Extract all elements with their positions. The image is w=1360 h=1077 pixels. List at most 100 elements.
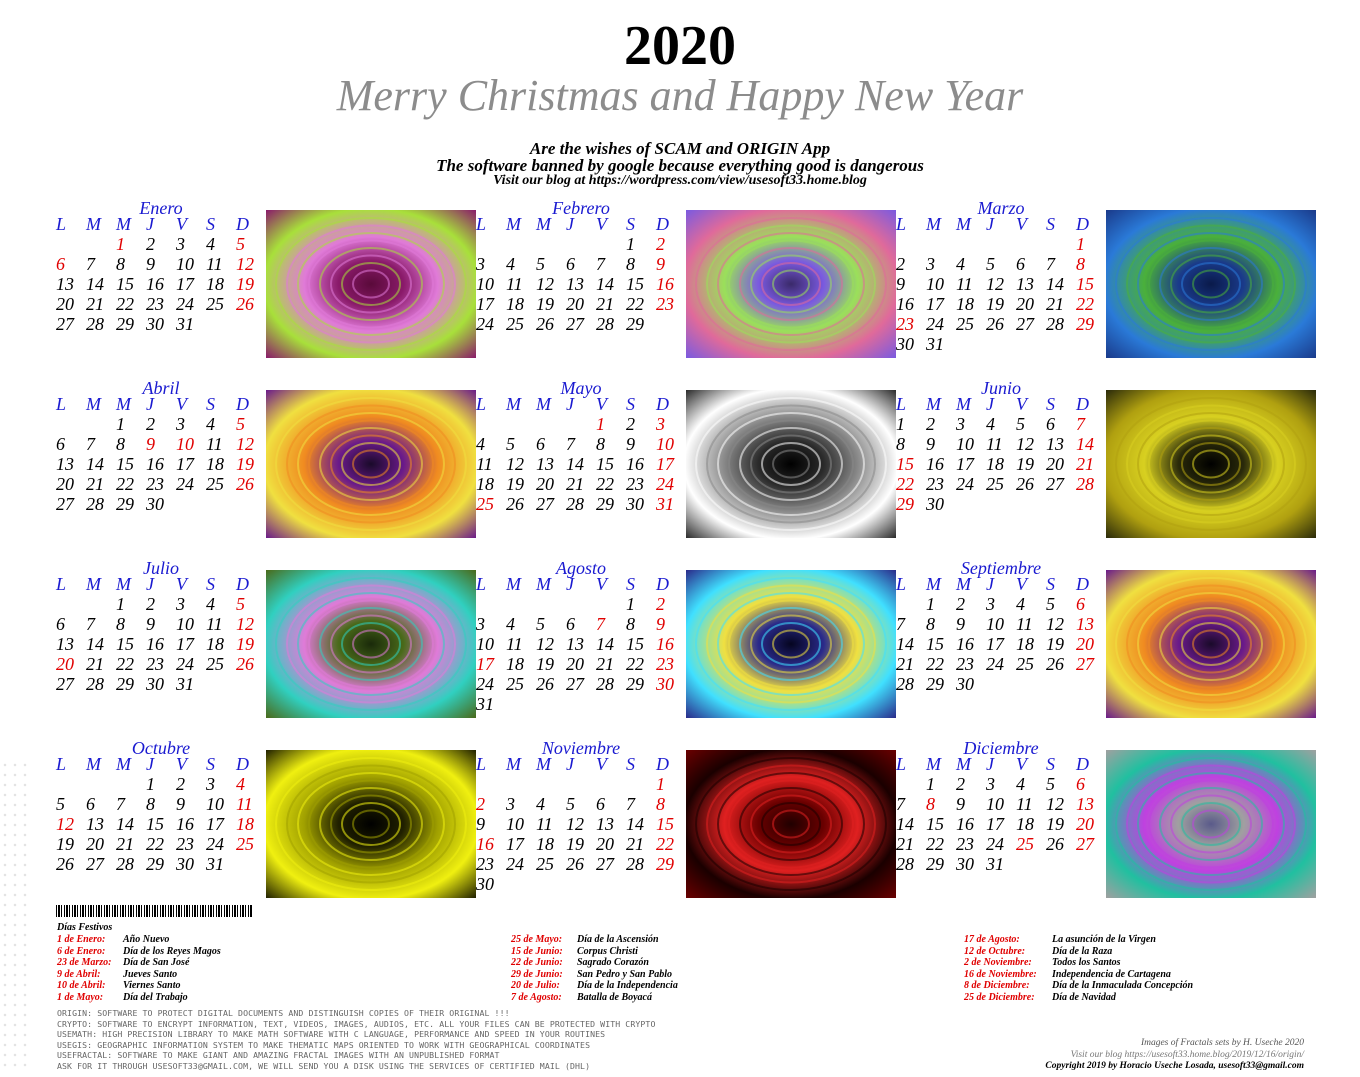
day-number: 3	[956, 414, 965, 434]
day-number: 7	[596, 614, 605, 634]
day-number: 13	[1076, 794, 1094, 814]
day-number: 9	[896, 274, 905, 294]
holiday-name: Día de la Raza	[1052, 945, 1113, 957]
day-number: 11	[536, 814, 553, 834]
day-number: 5	[1016, 414, 1025, 434]
day-number: 3	[176, 234, 185, 254]
fractal-image-agosto	[686, 570, 896, 718]
day-number: 1	[626, 234, 635, 254]
day-number: 18	[506, 294, 524, 314]
weekday-label: J	[566, 394, 574, 414]
weekday-label: D	[236, 754, 249, 774]
holiday-name: Día de la Independencia	[577, 980, 678, 991]
day-number: 24	[956, 474, 974, 494]
day-number: 12	[566, 814, 584, 834]
day-number: 10	[176, 614, 194, 634]
day-number: 28	[596, 314, 614, 334]
day-number: 19	[236, 634, 254, 654]
day-number: 10	[986, 614, 1004, 634]
day-number: 8	[626, 614, 635, 634]
day-number: 31	[476, 694, 494, 714]
day-number: 24	[176, 654, 194, 674]
day-number: 21	[86, 474, 104, 494]
day-number: 7	[896, 614, 905, 634]
weekday-label: M	[926, 214, 941, 234]
weekday-label: V	[1016, 214, 1027, 234]
day-number: 8	[656, 794, 665, 814]
weekday-label: M	[116, 214, 131, 234]
day-number: 8	[896, 434, 905, 454]
day-number: 27	[56, 494, 74, 514]
weekday-label: S	[626, 394, 635, 414]
weekday-label: L	[476, 214, 487, 234]
weekday-label: J	[146, 754, 154, 774]
day-number: 15	[116, 634, 134, 654]
weekday-label: M	[926, 754, 941, 774]
day-number: 24	[986, 834, 1004, 854]
weekday-label: M	[116, 574, 131, 594]
day-number: 7	[116, 794, 125, 814]
day-number: 24	[206, 834, 224, 854]
weekday-label: M	[536, 754, 551, 774]
holiday-date: 2 de Noviembre:	[964, 957, 1032, 968]
day-number: 20	[1076, 814, 1094, 834]
day-number: 21	[626, 834, 644, 854]
day-number: 5	[1046, 594, 1055, 614]
day-number: 17	[476, 294, 494, 314]
day-number: 17	[176, 274, 194, 294]
day-number: 30	[146, 494, 164, 514]
day-number: 2	[146, 594, 155, 614]
day-number: 14	[566, 454, 584, 474]
day-number: 25	[206, 654, 224, 674]
day-number: 19	[236, 274, 254, 294]
day-number: 15	[116, 274, 134, 294]
day-number: 5	[236, 414, 245, 434]
day-number: 12	[1016, 434, 1034, 454]
day-number: 30	[926, 494, 944, 514]
weekday-label: J	[566, 754, 574, 774]
day-number: 26	[236, 474, 254, 494]
day-number: 13	[56, 274, 74, 294]
day-number: 14	[86, 454, 104, 474]
decorative-dot-strip	[0, 760, 30, 1070]
day-number: 25	[956, 314, 974, 334]
day-number: 5	[236, 234, 245, 254]
weekday-label: J	[146, 394, 154, 414]
day-number: 11	[206, 434, 223, 454]
day-number: 2	[956, 774, 965, 794]
day-number: 26	[536, 314, 554, 334]
day-number: 18	[986, 454, 1004, 474]
day-number: 20	[1046, 454, 1064, 474]
weekday-label: J	[146, 574, 154, 594]
day-number: 17	[176, 454, 194, 474]
day-number: 12	[236, 614, 254, 634]
day-number: 15	[926, 634, 944, 654]
holiday-date: 29 de Junio:	[511, 968, 563, 980]
fractal-image-junio	[1106, 390, 1316, 538]
day-number: 5	[536, 614, 545, 634]
day-number: 21	[1046, 294, 1064, 314]
day-number: 1	[926, 774, 935, 794]
day-number: 14	[1076, 434, 1094, 454]
day-number: 24	[476, 674, 494, 694]
day-number: 1	[1076, 234, 1085, 254]
weekday-label: J	[566, 214, 574, 234]
month-name: Junio	[981, 378, 1021, 398]
day-number: 19	[536, 654, 554, 674]
month-name: Noviembre	[541, 738, 621, 758]
fractal-image-octubre	[266, 750, 476, 898]
day-number: 18	[236, 814, 254, 834]
day-number: 3	[656, 414, 665, 434]
holidays-title: Días Festivos	[57, 922, 113, 933]
blog-link[interactable]: Visit our blog at https://wordpress.com/…	[493, 173, 867, 188]
holiday-date: 15 de Junio:	[511, 945, 563, 957]
day-number: 18	[506, 654, 524, 674]
day-number: 1	[116, 414, 125, 434]
day-number: 29	[896, 494, 914, 514]
day-number: 27	[566, 314, 584, 334]
day-number: 10	[506, 814, 524, 834]
day-number: 28	[1076, 474, 1094, 494]
day-number: 4	[956, 254, 965, 274]
